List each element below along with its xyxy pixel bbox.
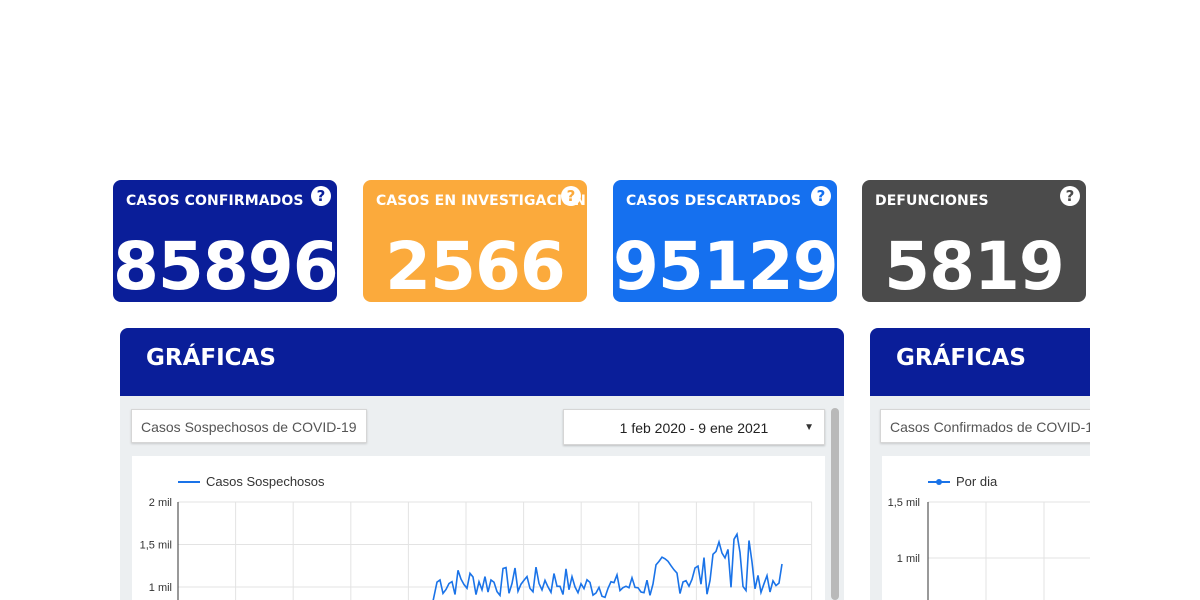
help-icon[interactable]: ? [561, 186, 581, 206]
y-tick-label: 1 mil [149, 582, 172, 594]
suspected-cases-chart: Casos Sospechosos 2 mil 1,5 mil 1 mil [140, 474, 813, 600]
date-range-select[interactable]: 1 feb 2020 - 9 ene 2021 ▼ [563, 409, 825, 445]
chevron-down-icon: ▼ [804, 422, 814, 433]
card-value: 95129 [613, 228, 839, 305]
chart-area: Casos Sospechosos 2 mil 1,5 mil 1 mil [132, 456, 825, 600]
chart-title-label: Casos Sospechosos de COVID-19 [131, 409, 367, 443]
card-defunciones: DEFUNCIONES ? 5819 [862, 180, 1086, 302]
legend-label: Casos Sospechosos [206, 474, 325, 489]
y-tick-label: 1 mil [897, 553, 920, 565]
card-value: 5819 [884, 228, 1065, 305]
card-casos-confirmados: CASOS CONFIRMADOS ? 85896 [113, 180, 339, 305]
legend-label: Por dia [956, 474, 998, 489]
card-title: CASOS EN INVESTIGACIÓN [376, 193, 586, 209]
card-title: CASOS DESCARTADOS [626, 193, 802, 209]
card-title: CASOS CONFIRMADOS [126, 193, 304, 209]
help-icon[interactable]: ? [311, 186, 331, 206]
y-tick-label: 1,5 mil [140, 540, 172, 552]
graficas-panel-confirmados: GRÁFICAS Casos Confirmados de COVID-19 P… [870, 328, 1090, 600]
chart-area: Por dia 1,5 mil 1 mil [882, 456, 1090, 600]
panel-title: GRÁFICAS [146, 345, 276, 371]
date-range-value: 1 feb 2020 - 9 ene 2021 [619, 420, 769, 436]
card-value: 85896 [113, 228, 339, 305]
chart-title-label: Casos Confirmados de COVID-19 [880, 409, 1090, 443]
series-line [432, 531, 783, 600]
help-icon[interactable]: ? [811, 186, 831, 206]
help-icon[interactable]: ? [1060, 186, 1080, 206]
card-value: 2566 [385, 228, 566, 305]
card-casos-en-investigacion: CASOS EN INVESTIGACIÓN ? 2566 [363, 180, 587, 302]
y-tick-label: 2 mil [149, 497, 172, 509]
panel-body: Casos Sospechosos de COVID-19 1 feb 2020… [120, 396, 844, 600]
panel-body: Casos Confirmados de COVID-19 Por dia 1,5… [870, 396, 1090, 600]
y-tick-label: 1,5 mil [888, 497, 920, 509]
legend-marker [936, 479, 942, 485]
panel-header: GRÁFICAS [870, 328, 1090, 396]
confirmed-cases-chart: Por dia 1,5 mil 1 mil [888, 474, 1090, 600]
scrollbar[interactable] [831, 408, 839, 600]
panel-title: GRÁFICAS [896, 345, 1026, 371]
panel-header: GRÁFICAS [120, 328, 844, 396]
graficas-panel-sospechosos: GRÁFICAS Casos Sospechosos de COVID-19 1… [120, 328, 844, 600]
card-casos-descartados: CASOS DESCARTADOS ? 95129 [613, 180, 839, 305]
card-title: DEFUNCIONES [875, 193, 989, 209]
